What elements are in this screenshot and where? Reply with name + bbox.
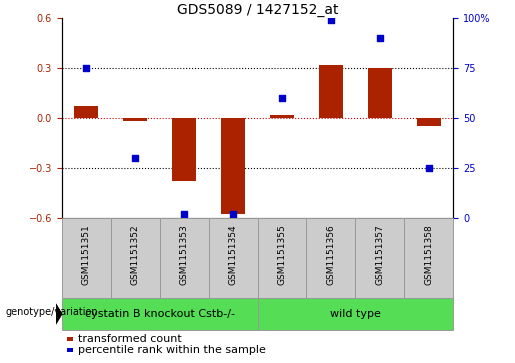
Text: genotype/variation: genotype/variation xyxy=(5,307,98,317)
Text: percentile rank within the sample: percentile rank within the sample xyxy=(78,345,266,355)
Text: GSM1151354: GSM1151354 xyxy=(229,224,237,285)
Point xyxy=(131,155,139,161)
Bar xyxy=(355,218,404,298)
Point xyxy=(229,211,237,217)
Point xyxy=(327,17,335,23)
Point xyxy=(375,35,384,41)
Text: cystatin B knockout Cstb-/-: cystatin B knockout Cstb-/- xyxy=(84,309,235,319)
Bar xyxy=(172,118,196,181)
Bar xyxy=(270,115,294,118)
Text: GSM1151351: GSM1151351 xyxy=(82,224,91,285)
Bar xyxy=(62,218,111,298)
Point xyxy=(82,65,91,71)
Title: GDS5089 / 1427152_at: GDS5089 / 1427152_at xyxy=(177,3,338,17)
Bar xyxy=(319,65,343,118)
Bar xyxy=(209,218,258,298)
Bar xyxy=(111,218,160,298)
Text: GSM1151355: GSM1151355 xyxy=(278,224,286,285)
Text: GSM1151353: GSM1151353 xyxy=(180,224,188,285)
Bar xyxy=(368,68,392,118)
Text: transformed count: transformed count xyxy=(78,334,182,344)
Bar xyxy=(258,218,306,298)
Text: GSM1151356: GSM1151356 xyxy=(327,224,335,285)
Bar xyxy=(123,118,147,121)
Point xyxy=(278,95,286,101)
Text: GSM1151358: GSM1151358 xyxy=(424,224,433,285)
Bar xyxy=(404,218,453,298)
Bar xyxy=(160,218,209,298)
Text: GSM1151352: GSM1151352 xyxy=(131,224,140,285)
Point xyxy=(424,165,433,171)
Point xyxy=(180,211,188,217)
Bar xyxy=(62,298,258,330)
Polygon shape xyxy=(56,304,62,324)
Text: GSM1151357: GSM1151357 xyxy=(375,224,384,285)
Bar xyxy=(221,118,245,215)
Bar xyxy=(306,218,355,298)
Bar xyxy=(417,118,441,126)
Bar xyxy=(74,106,98,118)
Bar xyxy=(258,298,453,330)
Text: wild type: wild type xyxy=(330,309,381,319)
